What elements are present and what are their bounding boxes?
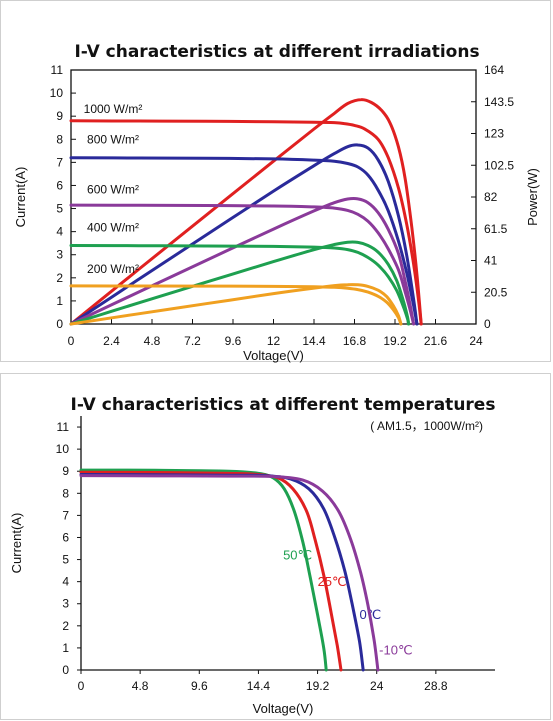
x-tick-label: 12 [267, 334, 281, 348]
series-line-800-w-m-power [69, 143, 419, 326]
series-line-0 [79, 473, 365, 672]
series-line-800-w-m-current [69, 156, 419, 326]
series-line-200-w-m-current [69, 284, 403, 326]
series-line-1000-w-m-power [69, 98, 423, 326]
y-tick-label: 6 [56, 178, 63, 192]
y-tick-label: 2 [56, 271, 63, 285]
y2-tick-label: 164 [484, 63, 504, 77]
y-tick-label: 6 [62, 530, 69, 544]
series-line-50 [79, 468, 328, 672]
series-line-1000-w-m-current [69, 119, 423, 326]
x-tick-label: 24 [370, 679, 384, 693]
annotation-600-w-m: 600 W/m² [87, 182, 139, 196]
x-tick-label: 16.8 [343, 334, 367, 348]
y-tick-label: 7 [56, 155, 63, 169]
series-line-600-w-m-power [69, 196, 416, 326]
y2-tick-label: 143.5 [484, 95, 514, 109]
y-tick-label: 10 [56, 442, 70, 456]
chart-title: I-V characteristics at different irradia… [74, 42, 479, 62]
x-tick-label: 0 [78, 679, 85, 693]
series-line-600-w-m-current [69, 203, 416, 326]
x-tick-label: 24 [469, 334, 483, 348]
chart-subtitle: ( AM1.5，1000W/m²) [370, 419, 483, 433]
y-tick-label: 3 [62, 597, 69, 611]
y-axis-label: Current(A) [9, 513, 24, 574]
y-tick-label: 8 [56, 132, 63, 146]
series-line-10 [79, 474, 380, 672]
x-tick-label: 4.8 [144, 334, 161, 348]
x-tick-label: 21.6 [424, 334, 448, 348]
y-tick-label: 9 [56, 109, 63, 123]
y-tick-label: 9 [62, 464, 69, 478]
y-tick-label: 2 [62, 619, 69, 633]
y2-tick-label: 0 [484, 317, 491, 331]
x-tick-label: 4.8 [132, 679, 149, 693]
series-line-25 [79, 470, 343, 672]
y2-tick-label: 20.5 [484, 285, 508, 299]
annotation-800-w-m: 800 W/m² [87, 133, 139, 147]
x-tick-label: 19.2 [306, 679, 330, 693]
y-tick-label: 10 [50, 86, 64, 100]
y-tick-label: 3 [56, 248, 63, 262]
series-label-10: -10℃ [379, 643, 412, 658]
y2-tick-label: 61.5 [484, 222, 508, 236]
annotation-400-w-m: 400 W/m² [87, 220, 139, 234]
x-tick-label: 0 [68, 334, 75, 348]
y-axis-label: Current(A) [13, 167, 28, 228]
y2-axis-label: Power(W) [525, 168, 540, 226]
series-label-25: 25℃ [318, 574, 347, 589]
annotation-200-w-m: 200 W/m² [87, 262, 139, 276]
x-axis-label: Voltage(V) [253, 701, 314, 716]
temperature-chart-panel: I-V characteristics at different tempera… [0, 373, 551, 720]
y-tick-label: 11 [51, 63, 64, 77]
x-tick-label: 9.6 [225, 334, 242, 348]
y-tick-label: 0 [62, 663, 69, 677]
x-axis-label: Voltage(V) [243, 348, 304, 363]
irradiance-chart: I-V characteristics at different irradia… [13, 42, 540, 363]
series-line-200-w-m-power [69, 283, 403, 326]
y2-tick-label: 102.5 [484, 158, 514, 172]
y-tick-label: 5 [62, 553, 69, 567]
y2-tick-label: 123 [484, 127, 504, 141]
y2-tick-label: 82 [484, 190, 498, 204]
y-tick-label: 0 [56, 317, 63, 331]
x-tick-label: 9.6 [191, 679, 208, 693]
y-tick-label: 8 [62, 486, 69, 500]
irradiance-chart-panel: I-V characteristics at different irradia… [0, 0, 551, 363]
y-tick-label: 1 [62, 641, 69, 655]
series-line-400-w-m-power [69, 240, 410, 326]
annotation-1000-w-m: 1000 W/m² [84, 102, 143, 116]
y-tick-label: 7 [62, 508, 69, 522]
y-tick-label: 11 [57, 420, 70, 434]
y-tick-label: 4 [56, 225, 63, 239]
y2-tick-label: 41 [484, 254, 498, 268]
temperature-chart: I-V characteristics at different tempera… [9, 395, 496, 716]
chart-title: I-V characteristics at different tempera… [71, 395, 496, 415]
series-line-400-w-m-current [69, 244, 410, 326]
series-label-50: 50℃ [283, 548, 312, 563]
x-tick-label: 14.4 [302, 334, 326, 348]
y-tick-label: 1 [56, 294, 63, 308]
x-tick-label: 7.2 [184, 334, 201, 348]
y-tick-label: 5 [56, 202, 63, 216]
x-tick-label: 19.2 [383, 334, 407, 348]
x-tick-label: 2.4 [103, 334, 120, 348]
x-tick-label: 14.4 [247, 679, 271, 693]
y-tick-label: 4 [62, 575, 69, 589]
x-tick-label: 28.8 [424, 679, 448, 693]
